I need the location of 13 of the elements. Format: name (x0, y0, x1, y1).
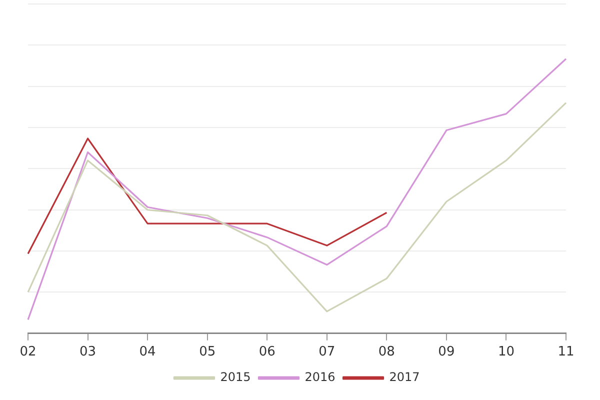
x-tick-label: 03 (80, 344, 96, 360)
x-tick-label: 07 (318, 344, 336, 360)
x-tick-label: 11 (558, 344, 574, 360)
x-tick-label: 05 (199, 344, 216, 360)
x-tick-label: 09 (438, 344, 455, 360)
x-tick-label: 04 (139, 344, 156, 360)
x-tick-label: 08 (378, 344, 395, 360)
legend-label: 2015 (220, 370, 251, 384)
x-tick-label: 02 (20, 344, 36, 360)
legend-label: 2016 (304, 370, 336, 384)
legend-label: 2017 (389, 370, 420, 384)
x-tick-label: 10 (498, 344, 514, 360)
x-tick-label: 06 (258, 344, 276, 360)
